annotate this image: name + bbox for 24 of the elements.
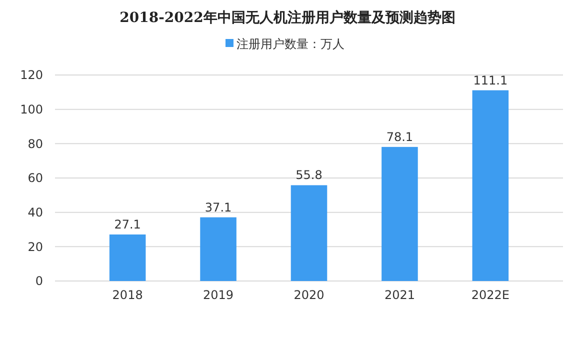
legend-label: 注册用户数量：万人 [236,37,344,51]
y-tick-label: 0 [35,274,43,288]
y-tick-label: 40 [28,206,43,220]
y-tick-label: 80 [28,136,43,151]
y-tick-label: 100 [20,102,43,117]
bar [290,185,328,281]
data-label: 27.1 [114,217,141,232]
x-tick-label: 2019 [203,288,234,302]
data-label: 111.1 [473,73,508,88]
y-tick-label: 20 [28,240,43,254]
chart-title: 2018-2022年中国无人机注册用户数量及预测趋势图 [120,9,456,26]
y-tick-label: 120 [20,68,43,82]
y-tick-label: 60 [28,171,43,186]
x-tick-label: 2020 [294,288,324,302]
x-tick-label: 2018 [112,288,143,302]
bar [109,234,146,281]
x-tick-label: 2022E [471,288,510,302]
data-label: 78.1 [386,130,414,144]
x-tick-label: 2021 [384,288,415,302]
bar [472,90,509,281]
bar [200,217,236,281]
data-label: 55.8 [296,168,322,182]
bar [382,146,418,281]
data-label: 37.1 [204,200,232,214]
